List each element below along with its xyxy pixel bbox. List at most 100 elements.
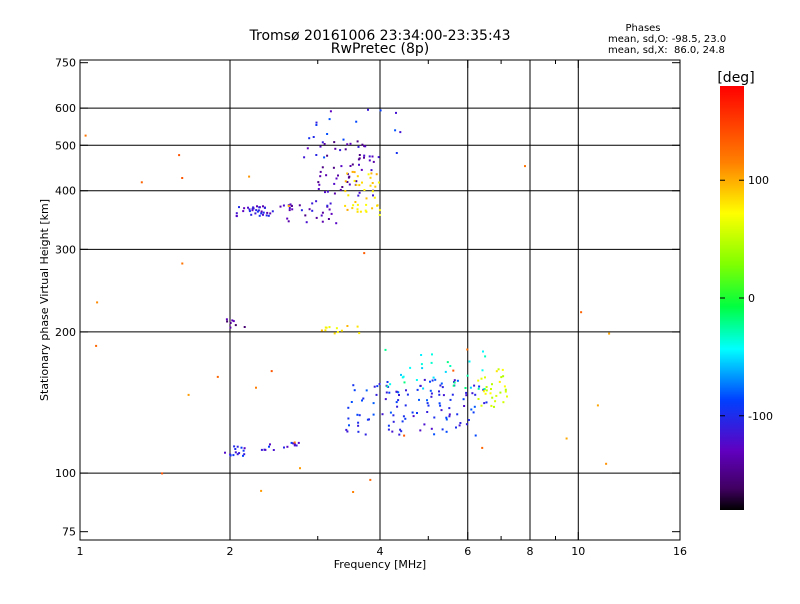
colorbar-ticks: 100 0 -100 [720, 174, 773, 423]
data-point [229, 322, 232, 324]
data-point [264, 206, 266, 209]
data-point [333, 141, 336, 144]
data-point [262, 213, 264, 216]
data-point [335, 222, 338, 225]
data-point [452, 384, 455, 387]
data-point [596, 404, 599, 407]
data-point [352, 204, 355, 207]
data-point [392, 420, 395, 423]
data-point [352, 491, 355, 493]
data-point [419, 384, 422, 387]
data-point [346, 181, 349, 183]
data-point [402, 375, 405, 378]
data-point [260, 212, 263, 215]
data-point [445, 416, 448, 419]
x-tick-label: 1 [77, 545, 84, 558]
data-point [477, 398, 480, 400]
data-points [84, 108, 611, 493]
data-point [341, 186, 344, 188]
x-tick-label: 4 [377, 545, 384, 558]
data-point [289, 203, 292, 206]
data-point [504, 390, 507, 393]
data-point [344, 204, 347, 207]
data-point [346, 325, 349, 327]
data-point [378, 209, 381, 212]
data-point [432, 376, 435, 379]
data-point [356, 203, 359, 206]
data-point [254, 212, 257, 215]
data-point [441, 386, 444, 389]
data-point [463, 405, 466, 407]
data-point [373, 385, 376, 388]
data-point [470, 408, 473, 411]
data-point [293, 441, 296, 444]
data-point [474, 393, 477, 396]
data-point [187, 393, 190, 396]
data-point [477, 387, 480, 390]
x-tick-label: 6 [464, 545, 471, 558]
data-point [352, 384, 355, 387]
data-point [400, 430, 403, 433]
data-point [423, 378, 426, 381]
data-point [369, 184, 372, 187]
data-point [371, 155, 374, 158]
data-point [290, 204, 293, 207]
data-point [315, 124, 318, 126]
colorbar-label: [deg] [717, 70, 754, 86]
data-point [323, 156, 326, 159]
data-point [473, 384, 476, 387]
data-point [490, 388, 492, 390]
data-point [251, 207, 254, 210]
data-point [361, 399, 363, 402]
data-point [288, 209, 291, 212]
data-point [345, 428, 348, 431]
data-point [375, 393, 378, 396]
data-point [328, 208, 331, 211]
data-point [347, 417, 350, 420]
data-point [485, 389, 488, 392]
data-point [347, 406, 350, 409]
data-point [360, 168, 363, 171]
data-point [395, 152, 398, 154]
data-point [358, 191, 361, 194]
data-point [234, 451, 237, 454]
data-point [372, 160, 375, 163]
data-point [469, 386, 472, 389]
data-point [365, 197, 368, 200]
data-point [355, 120, 358, 123]
y-tick-label: 600 [55, 102, 76, 115]
data-point [368, 155, 371, 158]
x-axis-label: Frequency [MHz] [334, 558, 426, 571]
data-point [400, 373, 402, 376]
data-point [333, 192, 336, 195]
data-point [403, 434, 406, 437]
data-point [445, 430, 448, 433]
data-point [467, 419, 470, 421]
data-point [402, 415, 405, 418]
stats-heading: Phases [625, 23, 660, 34]
data-point [362, 397, 365, 400]
data-point [373, 196, 376, 199]
data-point [321, 220, 324, 223]
data-point [418, 398, 420, 401]
data-point [477, 379, 480, 382]
data-point [320, 329, 323, 332]
data-point [229, 326, 232, 329]
data-point [229, 454, 232, 457]
data-point [406, 393, 409, 396]
data-point [394, 129, 397, 132]
data-point [347, 194, 350, 197]
data-point [608, 332, 611, 335]
data-point [499, 391, 502, 394]
data-point [495, 370, 498, 373]
data-point [361, 181, 363, 184]
data-point [305, 221, 308, 224]
data-point [269, 443, 271, 446]
data-point [250, 213, 253, 216]
data-point [372, 194, 374, 197]
data-point [140, 181, 143, 184]
data-point [377, 181, 380, 184]
data-point [262, 211, 265, 214]
data-point [416, 412, 418, 414]
data-point [465, 423, 468, 426]
